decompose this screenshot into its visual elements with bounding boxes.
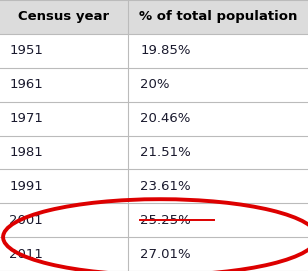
FancyBboxPatch shape: [0, 0, 308, 34]
FancyBboxPatch shape: [0, 169, 308, 203]
Text: 25.25%: 25.25%: [140, 214, 191, 227]
Text: 19.85%: 19.85%: [140, 44, 191, 57]
Text: 1991: 1991: [9, 180, 43, 193]
Text: 20%: 20%: [140, 78, 170, 91]
Text: 1971: 1971: [9, 112, 43, 125]
Text: 27.01%: 27.01%: [140, 248, 191, 260]
FancyBboxPatch shape: [0, 102, 308, 136]
Text: 1981: 1981: [9, 146, 43, 159]
Text: % of total population: % of total population: [139, 11, 297, 23]
Text: 1951: 1951: [9, 44, 43, 57]
Text: 23.61%: 23.61%: [140, 180, 191, 193]
FancyBboxPatch shape: [0, 68, 308, 102]
Text: Census year: Census year: [18, 11, 109, 23]
FancyBboxPatch shape: [0, 34, 308, 68]
Text: 1961: 1961: [9, 78, 43, 91]
FancyBboxPatch shape: [0, 136, 308, 169]
Text: 2011: 2011: [9, 248, 43, 260]
Text: 21.51%: 21.51%: [140, 146, 191, 159]
FancyBboxPatch shape: [0, 237, 308, 271]
Text: 20.46%: 20.46%: [140, 112, 191, 125]
FancyBboxPatch shape: [0, 203, 308, 237]
Text: 2001: 2001: [9, 214, 43, 227]
